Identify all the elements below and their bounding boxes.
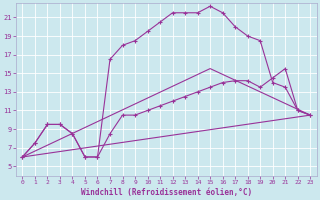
X-axis label: Windchill (Refroidissement éolien,°C): Windchill (Refroidissement éolien,°C)	[81, 188, 252, 197]
